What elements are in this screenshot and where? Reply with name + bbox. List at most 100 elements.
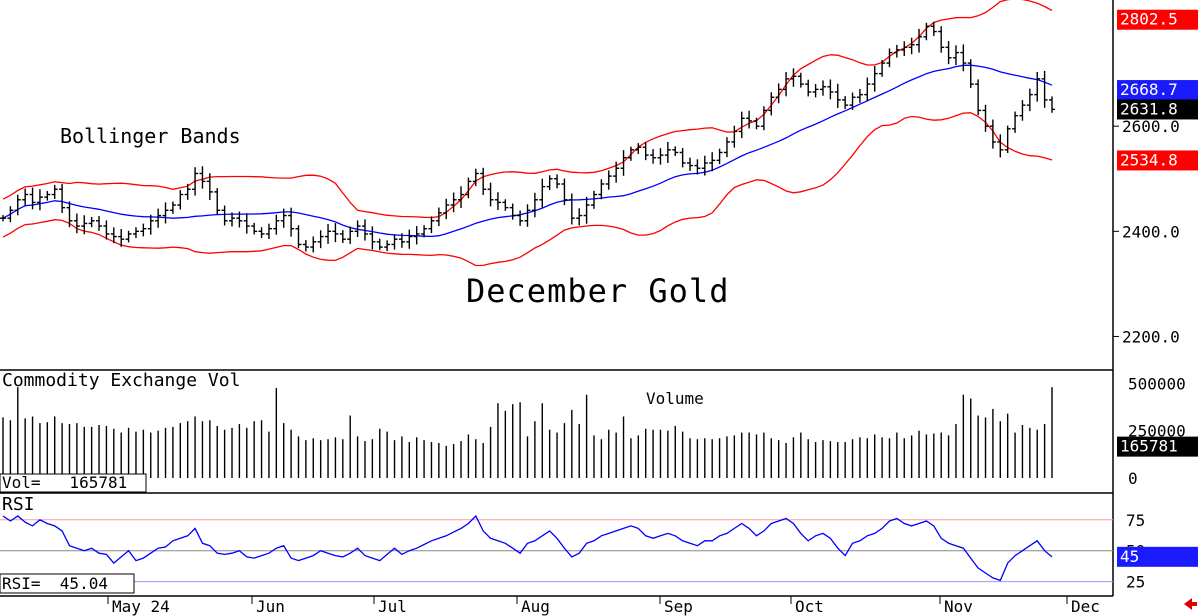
price-bar [280, 208, 287, 228]
month-label: Jun [256, 597, 285, 616]
price-bar [517, 210, 524, 226]
price-bar [406, 229, 413, 249]
panel-frame [0, 0, 1114, 597]
price-bar [325, 224, 332, 244]
price-bar [494, 192, 501, 210]
price-bar [332, 223, 339, 243]
price-bars [0, 21, 1055, 253]
price-bar [236, 211, 243, 228]
chart-title: December Gold [466, 272, 729, 310]
price-bar [73, 213, 80, 234]
price-bar [531, 192, 538, 218]
price-bar [421, 225, 428, 238]
price-bar [59, 183, 66, 214]
volume-last-badge: 165781 [1117, 436, 1198, 457]
price-bar [842, 96, 849, 109]
price-badge-value: 2668.7 [1120, 80, 1178, 99]
price-bar [51, 184, 58, 199]
price-bar [487, 182, 494, 207]
price-bar [184, 183, 191, 200]
rsi-tick-label: 75 [1126, 511, 1145, 530]
price-tick-label: 2400.0 [1122, 222, 1180, 241]
price-badge-value: 2534.8 [1120, 150, 1178, 169]
price-bar [657, 148, 664, 165]
bollinger-bands-label: Bollinger Bands [60, 124, 241, 148]
price-bar [472, 168, 479, 187]
price-badge: 2534.8 [1117, 150, 1198, 171]
month-axis: May 24 Jun Jul Aug Sep Oct Nov Dec [107, 596, 1100, 616]
price-bar [155, 208, 162, 228]
price-bar [967, 59, 974, 88]
volume-readout-box: Vol= 165781 [0, 473, 147, 493]
price-bar [687, 157, 694, 171]
price-bar [147, 214, 154, 235]
rsi-line-group [2, 514, 1053, 582]
price-bar [384, 240, 391, 252]
price-bar [443, 198, 450, 220]
price-bar [376, 238, 383, 251]
price-bar [908, 37, 915, 55]
upper-band-line [2, 0, 1053, 219]
scroll-left-arrow-icon[interactable] [1184, 598, 1197, 610]
price-bar [1012, 111, 1019, 133]
price-bar [273, 214, 280, 235]
price-bar [812, 84, 819, 98]
price-bar [731, 125, 738, 148]
price-bar [480, 167, 487, 195]
price-badge: 2668.7 [1117, 80, 1198, 101]
price-bar [975, 79, 982, 116]
price-bar [709, 152, 716, 172]
price-bar [620, 150, 627, 176]
price-bar [1026, 88, 1033, 112]
price-bar [317, 230, 324, 249]
price-bar [162, 202, 169, 224]
volume-tick-label: 250000 [1128, 422, 1186, 441]
price-bar [694, 159, 701, 175]
price-bar [672, 146, 679, 156]
volume-bars [2, 387, 1053, 478]
price-bar [679, 148, 686, 168]
price-bar [169, 201, 176, 214]
price-bar [428, 216, 435, 234]
price-bar [554, 174, 561, 189]
price-bar [391, 234, 398, 250]
rsi-last-badge: 45 [1117, 546, 1198, 567]
price-bar [746, 110, 753, 129]
price-bar [805, 79, 812, 97]
price-bar [132, 227, 139, 239]
price-bar [576, 208, 583, 226]
price-bar [1049, 96, 1055, 113]
price-bar [664, 141, 671, 163]
rsi-readout-box: RSI= 45.04 [0, 573, 135, 594]
price-bar [110, 227, 117, 244]
price-bar [398, 233, 405, 248]
price-bar [635, 143, 642, 154]
price-bar [1034, 71, 1041, 102]
price-bar [546, 175, 553, 191]
price-bar [1041, 70, 1048, 108]
price-tick-label: 2600.0 [1122, 117, 1180, 136]
price-bar [997, 134, 1004, 158]
price-bar [192, 167, 199, 196]
rsi-line [2, 514, 1053, 582]
price-bar [221, 205, 228, 226]
price-bar [199, 166, 206, 189]
month-label: Aug [521, 597, 550, 616]
price-bar [450, 192, 457, 213]
price-bar [302, 240, 309, 252]
price-badge-value: 2802.5 [1120, 10, 1178, 29]
price-bar [879, 59, 886, 77]
price-bar [901, 41, 908, 56]
price-bar [930, 21, 937, 36]
price-bar [938, 26, 945, 53]
price-bar [36, 189, 43, 211]
month-label: Nov [944, 597, 973, 616]
price-bar [502, 199, 509, 211]
volume-series-label: Volume [646, 389, 704, 408]
price-bar [125, 230, 132, 243]
price-bar [893, 44, 900, 58]
rsi-readout: RSI= 45.04 [2, 574, 108, 593]
price-bar [44, 191, 51, 201]
price-bar [923, 22, 930, 41]
